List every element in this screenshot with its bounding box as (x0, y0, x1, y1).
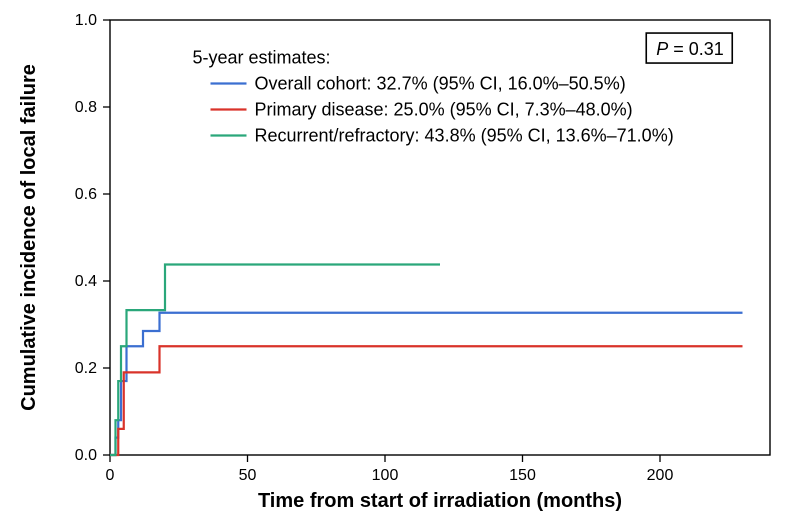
x-tick-label: 200 (647, 467, 674, 484)
y-tick-label: 0.8 (75, 99, 97, 116)
p-value-text: P = 0.31 (656, 39, 724, 59)
y-tick-label: 0.4 (75, 273, 97, 290)
x-tick-label: 150 (509, 467, 536, 484)
y-tick-label: 1.0 (75, 12, 97, 29)
legend-label: Overall cohort: 32.7% (95% CI, 16.0%–50.… (255, 74, 626, 94)
y-tick-label: 0.6 (75, 186, 97, 203)
chart-container: 0 50 100 150 200 0.0 0.2 0.4 0.6 0.8 1.0 Time from … (0, 0, 800, 528)
y-tick-label: 0.2 (75, 360, 97, 377)
legend-label: Primary disease: 25.0% (95% CI, 7.3%–48.… (255, 100, 633, 120)
x-tick-label: 50 (239, 467, 257, 484)
x-tick-label: 0 (106, 467, 115, 484)
y-tick-label: 0.0 (75, 447, 97, 464)
legend-label: Recurrent/refractory: 43.8% (95% CI, 13.… (255, 126, 674, 146)
y-axis-title: Cumulative incidence of local failure (18, 64, 40, 411)
x-tick-label: 100 (372, 467, 399, 484)
legend-title: 5-year estimates: (193, 48, 331, 68)
p-rest: = 0.31 (668, 39, 724, 59)
p-italic: P (656, 39, 668, 59)
km-chart: 0 50 100 150 200 0.0 0.2 0.4 0.6 0.8 1.0 Time from … (0, 0, 800, 528)
x-axis-title: Time from start of irradiation (months) (258, 490, 622, 512)
